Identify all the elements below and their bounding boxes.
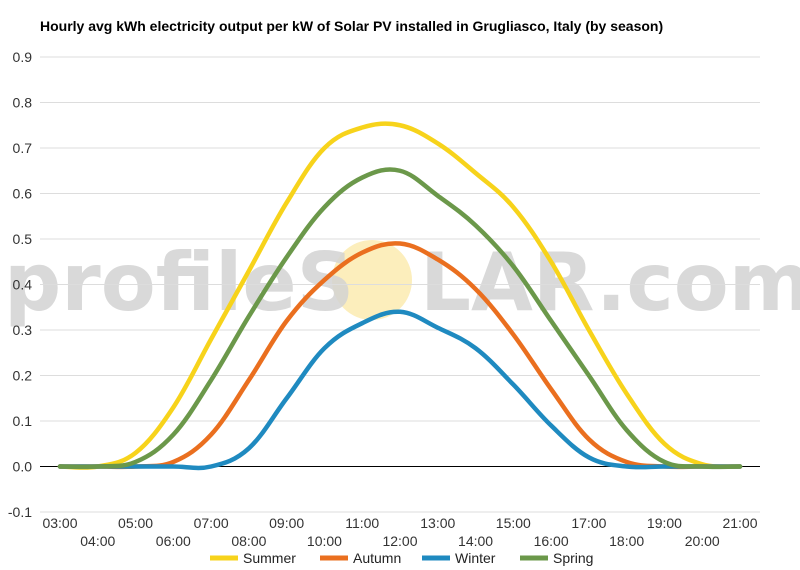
- x-tick-label: 08:00: [231, 533, 266, 549]
- y-tick-label: 0.8: [13, 95, 33, 111]
- x-tick-label: 20:00: [685, 533, 720, 549]
- y-tick-label: 0.2: [13, 368, 33, 384]
- x-tick-label: 09:00: [269, 515, 304, 531]
- y-tick-label: 0.1: [13, 413, 33, 429]
- x-tick-label: 07:00: [194, 515, 229, 531]
- y-tick-label: 0.4: [13, 277, 33, 293]
- y-axis: -0.1 0.0 0.1 0.2 0.3 0.4 0.5 0.6 0.7 0.8 0.9: [8, 49, 32, 520]
- legend-label-winter: Winter: [455, 550, 496, 566]
- x-tick-label: 05:00: [118, 515, 153, 531]
- x-axis: 03:0004:0005:0006:0007:0008:0009:0010:00…: [42, 515, 757, 549]
- x-tick-label: 11:00: [345, 515, 379, 531]
- x-tick-label: 03:00: [42, 515, 77, 531]
- x-tick-label: 14:00: [458, 533, 493, 549]
- x-tick-label: 13:00: [420, 515, 455, 531]
- series-line-autumn: [57, 241, 743, 470]
- y-tick-label: 0.9: [13, 49, 33, 65]
- y-tick-label: 0.3: [13, 322, 33, 338]
- x-tick-label: 16:00: [534, 533, 569, 549]
- watermark-text-left: profileS: [4, 236, 354, 329]
- x-tick-label: 18:00: [609, 533, 644, 549]
- watermark: profileS LAR.com: [4, 236, 800, 329]
- series-line-summer: [57, 121, 743, 470]
- y-tick-label: 0.0: [13, 459, 33, 475]
- legend: Summer Autumn Winter Spring: [210, 550, 593, 566]
- x-tick-label: 12:00: [382, 533, 417, 549]
- legend-label-autumn: Autumn: [353, 550, 401, 566]
- x-tick-label: 15:00: [496, 515, 531, 531]
- x-tick-label: 10:00: [307, 533, 342, 549]
- x-tick-label: 06:00: [156, 533, 191, 549]
- series-line-winter: [57, 309, 743, 471]
- series-line-spring: [57, 167, 743, 470]
- y-tick-label: 0.5: [13, 231, 33, 247]
- x-tick-label: 04:00: [80, 533, 115, 549]
- y-tick-label: 0.6: [13, 186, 33, 202]
- y-tick-label: -0.1: [8, 504, 32, 520]
- y-tick-label: 0.7: [13, 140, 33, 156]
- series-lines: [57, 121, 743, 471]
- x-tick-label: 17:00: [571, 515, 606, 531]
- chart-title: Hourly avg kWh electricity output per kW…: [40, 18, 664, 34]
- x-tick-label: 21:00: [722, 515, 757, 531]
- legend-label-summer: Summer: [243, 550, 296, 566]
- watermark-text-right: LAR.com: [420, 236, 800, 329]
- legend-label-spring: Spring: [553, 550, 593, 566]
- x-tick-label: 19:00: [647, 515, 682, 531]
